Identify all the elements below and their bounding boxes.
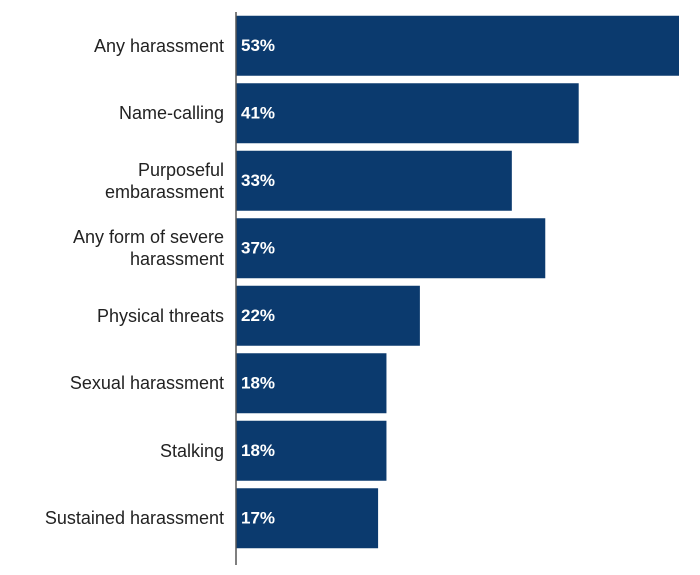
category-label: Sexual harassment bbox=[69, 373, 224, 394]
value-label: 53% bbox=[241, 36, 275, 55]
category-label: Stalking bbox=[159, 440, 224, 461]
value-label: 18% bbox=[241, 374, 275, 393]
category-label: Sustained harassment bbox=[44, 508, 224, 529]
bar bbox=[236, 488, 379, 549]
bar bbox=[236, 285, 420, 346]
bar bbox=[236, 218, 546, 279]
category-label: Physical threats bbox=[96, 305, 224, 326]
value-label: 18% bbox=[241, 441, 275, 460]
bar bbox=[236, 83, 579, 144]
bar bbox=[236, 420, 387, 481]
value-label: 22% bbox=[241, 306, 275, 325]
value-label: 17% bbox=[241, 509, 275, 528]
bar bbox=[236, 353, 387, 414]
value-label: 37% bbox=[241, 239, 275, 258]
category-label: Any form of severe harassment bbox=[72, 227, 224, 270]
bar bbox=[236, 15, 679, 76]
category-label: Purposeful embarassment bbox=[104, 159, 224, 202]
bar bbox=[236, 150, 512, 211]
value-label: 33% bbox=[241, 171, 275, 190]
category-label: Name-calling bbox=[118, 103, 224, 124]
category-label: Any harassment bbox=[93, 35, 224, 56]
value-label: 41% bbox=[241, 104, 275, 123]
